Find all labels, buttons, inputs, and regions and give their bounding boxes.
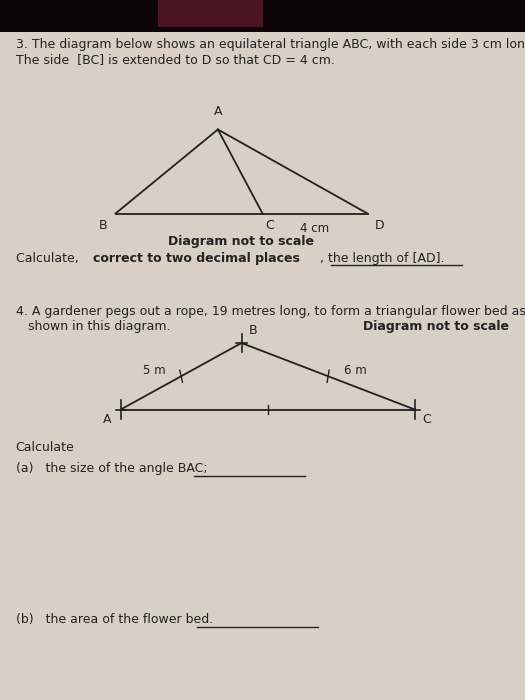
Bar xyxy=(158,0,262,27)
Text: (b)   the area of the flower bed.: (b) the area of the flower bed. xyxy=(16,612,213,626)
Text: correct to two decimal places: correct to two decimal places xyxy=(93,252,300,265)
Text: Calculate: Calculate xyxy=(16,441,75,454)
Text: The side  [BC] is extended to D so that CD = 4 cm.: The side [BC] is extended to D so that C… xyxy=(16,53,334,66)
Text: shown in this diagram.: shown in this diagram. xyxy=(16,320,170,333)
Text: A: A xyxy=(103,413,111,426)
Text: A: A xyxy=(214,105,222,118)
Text: Diagram not to scale: Diagram not to scale xyxy=(169,234,314,248)
Text: , the length of [AD].: , the length of [AD]. xyxy=(320,252,444,265)
Bar xyxy=(0,0,525,32)
Text: D: D xyxy=(374,219,384,232)
Text: 3. The diagram below shows an equilateral triangle ABC, with each side 3 cm long: 3. The diagram below shows an equilatera… xyxy=(16,38,525,51)
Text: (a)   the size of the angle BAC;: (a) the size of the angle BAC; xyxy=(16,462,207,475)
Text: Calculate,: Calculate, xyxy=(16,252,82,265)
Text: C: C xyxy=(265,219,274,232)
Text: 4 cm: 4 cm xyxy=(300,222,330,235)
Text: C: C xyxy=(423,413,432,426)
Text: 5 m: 5 m xyxy=(143,364,165,377)
Text: Diagram not to scale: Diagram not to scale xyxy=(363,320,509,333)
Text: B: B xyxy=(99,219,108,232)
Text: 4. A gardener pegs out a rope, 19 metres long, to form a triangular flower bed a: 4. A gardener pegs out a rope, 19 metres… xyxy=(16,304,525,318)
Text: 6 m: 6 m xyxy=(344,364,366,377)
Text: B: B xyxy=(248,324,257,337)
